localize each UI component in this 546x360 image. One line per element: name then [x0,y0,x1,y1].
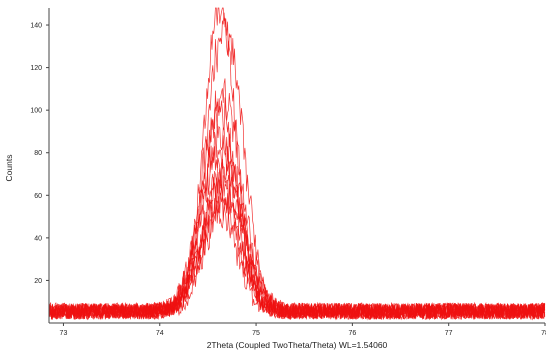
y-tick-label: 60 [34,193,42,200]
y-tick-label: 40 [34,235,42,242]
diffraction-trace-9 [48,172,546,321]
x-tick-label: 76 [348,330,356,337]
y-ticks: 20 40 60 80 100 120 140 [30,23,49,285]
x-tick-label: 78 [541,330,546,337]
diffraction-trace-6 [48,135,546,321]
diffraction-trace-1 [48,7,545,320]
y-tick-label: 120 [30,65,42,72]
y-tick-label: 20 [34,278,42,285]
x-ticks: 73 74 75 76 77 78 [60,323,546,337]
diffraction-trace-10 [48,179,546,321]
y-tick-label: 140 [30,23,42,30]
diffraction-trace-5 [48,123,546,321]
y-tick-label: 100 [30,108,42,115]
diffraction-trace-4 [48,97,546,321]
x-tick-label: 73 [60,330,68,337]
y-tick-label: 80 [34,150,42,157]
diffraction-trace-8 [48,158,546,320]
diffraction-trace-2 [48,12,546,321]
diffraction-trace-11 [48,193,546,321]
diffraction-trace-3 [48,78,546,321]
x-tick-label: 74 [156,330,164,337]
x-tick-label: 77 [445,330,453,337]
series-layer [48,7,546,321]
x-axis-title: 2Theta (Coupled TwoTheta/Theta) WL=1.540… [207,340,388,350]
diffraction-trace-12 [48,203,546,321]
x-tick-label: 75 [252,330,260,337]
y-axis-title: Counts [4,155,14,182]
diffraction-trace-7 [48,157,546,321]
